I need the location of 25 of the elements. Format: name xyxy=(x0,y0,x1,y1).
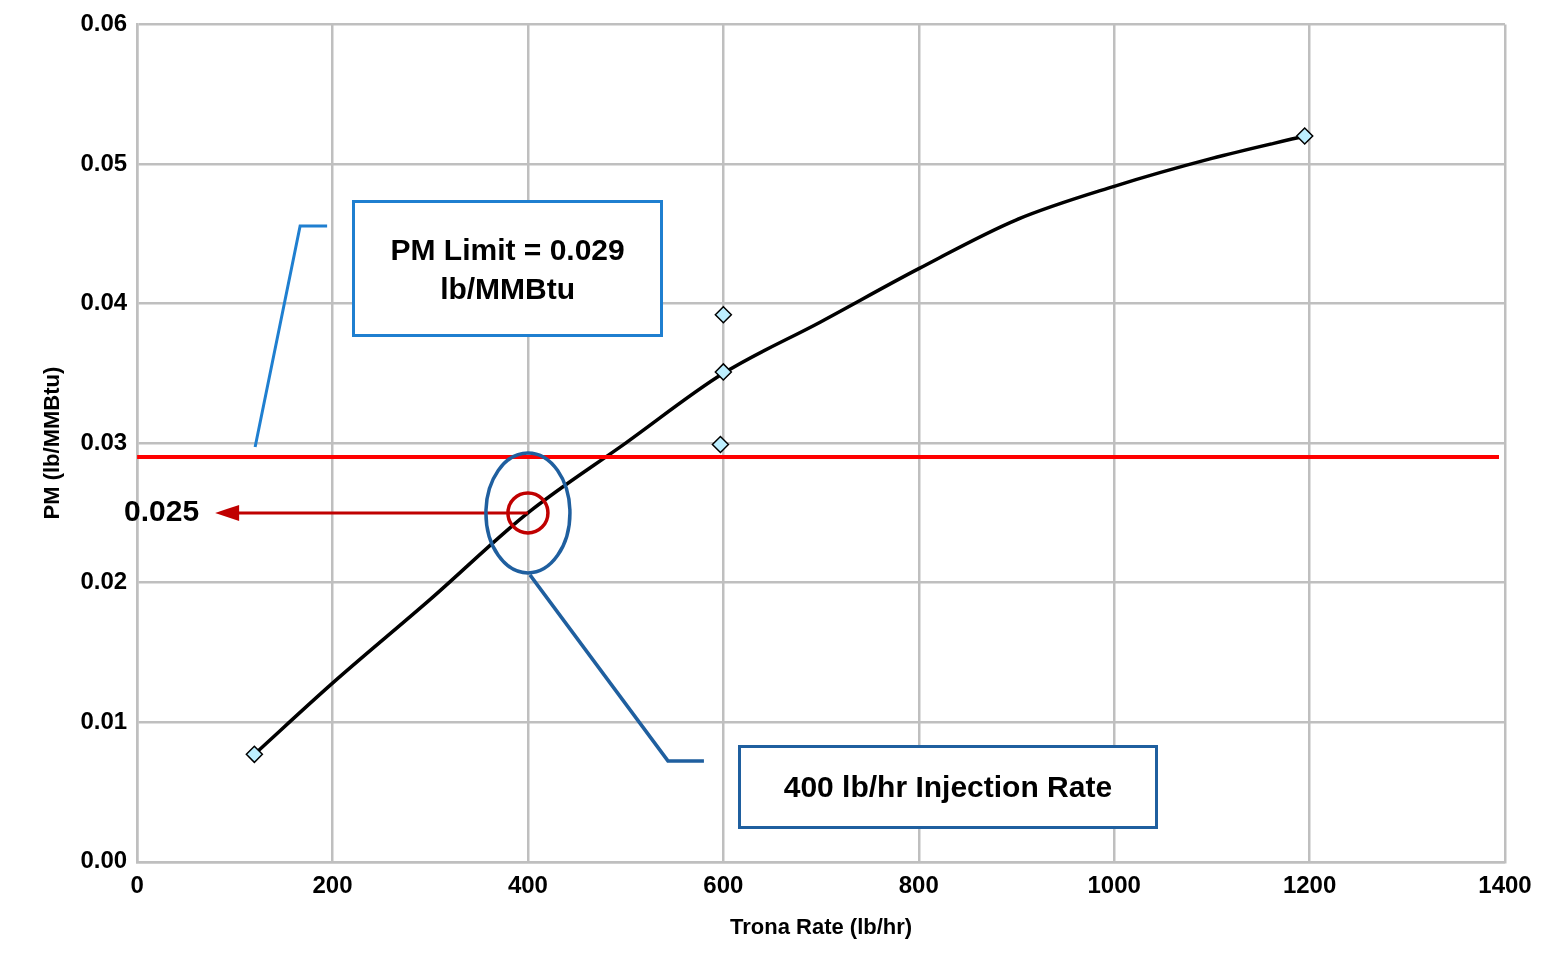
y-tick-label: 0.05 xyxy=(80,148,128,176)
x-axis-title: Trona Rate (lb/hr) xyxy=(729,913,913,939)
y-tick-label: 0.06 xyxy=(80,9,128,37)
x-tick-label: 200 xyxy=(312,870,353,898)
x-tick-label: 1200 xyxy=(1282,870,1337,898)
x-tick-label: 1400 xyxy=(1478,870,1532,898)
annotation: 0.025 xyxy=(124,493,200,528)
x-tick-label: 400 xyxy=(507,870,548,898)
x-tick-label: 800 xyxy=(898,870,939,898)
point xyxy=(1295,127,1314,145)
point xyxy=(711,435,730,454)
x-tick-label: 0 xyxy=(130,870,144,898)
point xyxy=(714,363,733,381)
annotation: 400 lb/hr Injection Rate xyxy=(737,744,1158,829)
annotation: PM Limit = 0.029 lb/MMBtu xyxy=(352,200,664,338)
y-axis-title: PM (lb/MMBtu) xyxy=(39,366,65,520)
x-tick-label: 1000 xyxy=(1087,870,1141,898)
point xyxy=(245,745,264,764)
y-tick-label: 0.01 xyxy=(80,706,128,734)
x-tick-label: 600 xyxy=(703,870,744,898)
y-tick-label: 0.00 xyxy=(80,846,128,874)
point xyxy=(714,305,733,324)
y-tick-label: 0.03 xyxy=(80,427,128,455)
y-tick-label: 0.04 xyxy=(80,288,128,316)
y-tick-label: 0.02 xyxy=(80,567,128,595)
